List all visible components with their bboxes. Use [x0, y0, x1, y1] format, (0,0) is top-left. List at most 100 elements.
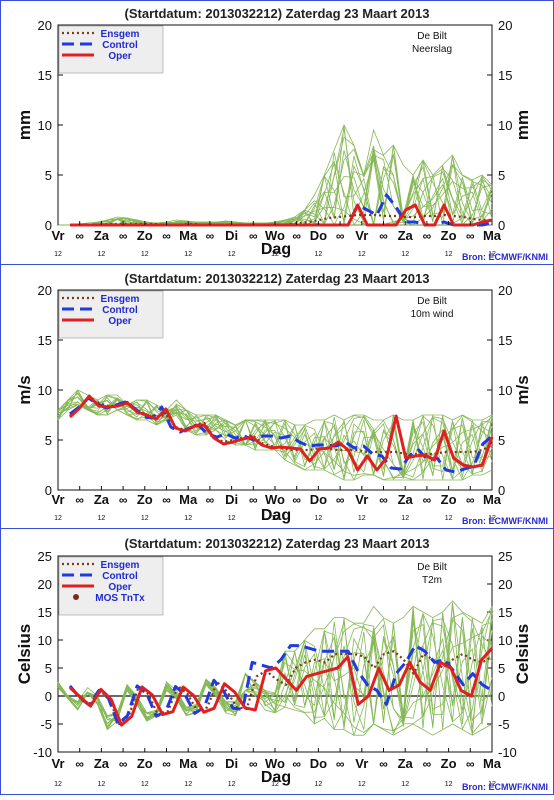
x-hour-label: 12: [315, 251, 323, 258]
legend-entry-label: MOS TnTx: [95, 593, 145, 604]
x-hour-label: 12: [98, 781, 106, 788]
x-tick-label: Ma: [179, 756, 198, 771]
x-tick-label: ∞: [466, 229, 475, 243]
x-hour-label: 12: [228, 251, 236, 258]
x-tick-label: Do: [310, 756, 327, 771]
x-hour-label: 12: [184, 251, 192, 258]
x-tick-label: Zo: [441, 228, 457, 243]
y-tick-label: 20: [498, 577, 512, 592]
y-axis-label: Celsius: [15, 624, 34, 684]
x-hour-label: 12: [141, 515, 149, 522]
y-axis-label-right: m/s: [513, 375, 532, 404]
x-hour-label: 12: [358, 515, 366, 522]
x-tick-label: Za: [94, 492, 110, 507]
series-line-oper: [70, 203, 493, 227]
x-hour-label: 12: [141, 251, 149, 258]
x-tick-label: Wo: [265, 492, 285, 507]
x-tick-label: Za: [398, 492, 414, 507]
y-tick-label: -10: [33, 745, 52, 760]
x-hour-label: 12: [488, 515, 496, 522]
y-tick-label: 10: [498, 383, 512, 398]
x-hour-label: 12: [445, 251, 453, 258]
y-tick-label: 15: [38, 68, 52, 83]
x-tick-label: ∞: [292, 229, 301, 243]
ensemble-max-line: [57, 389, 493, 426]
chart-panel-3: (Startdatum: 2013032212) Zaterdag 23 Maa…: [15, 536, 548, 792]
x-tick-label: ∞: [119, 757, 128, 771]
x-tick-label: ∞: [249, 757, 258, 771]
station-label: De Bilt: [417, 31, 447, 42]
y-tick-label: 5: [498, 433, 505, 448]
x-axis-days: Vr ∞ Za ∞ Zo ∞ Ma ∞ Di ∞ Wo ∞ Do ∞ Vr ∞ Za ∞ Zo ∞ Ma 12 12 12 12…: [51, 748, 502, 788]
source-credit: Bron: ECMWF/KNMI: [462, 782, 548, 792]
x-hour-label: 12: [184, 781, 192, 788]
y-tick-label: -5: [40, 717, 52, 732]
x-tick-label: Za: [94, 228, 110, 243]
y-axis-label-right: mm: [513, 110, 532, 140]
station-label: De Bilt: [417, 296, 447, 307]
y-tick-label: 0: [498, 483, 505, 498]
y-tick-label: 5: [498, 661, 505, 676]
x-axis-days: Vr ∞ Za ∞ Zo ∞ Ma ∞ Di ∞ Wo ∞ Do ∞ Vr ∞ Za ∞ Zo ∞ Ma 12 12 12 12…: [51, 221, 502, 258]
x-tick-label: Ma: [483, 228, 502, 243]
x-tick-label: ∞: [423, 493, 432, 507]
x-tick-label: Za: [94, 756, 110, 771]
y-tick-label: 25: [38, 549, 52, 564]
legend-entry-label: Ensgem: [101, 29, 140, 40]
x-tick-label: ∞: [379, 229, 388, 243]
legend-entry-label: Control: [102, 571, 138, 582]
legend-marker-mos: [73, 594, 79, 600]
x-axis-label: Dag: [261, 769, 291, 786]
x-tick-label: ∞: [292, 757, 301, 771]
x-tick-label: Ma: [179, 228, 198, 243]
legend-box: [58, 25, 164, 74]
x-tick-label: Vr: [51, 492, 64, 507]
y-tick-label: 5: [498, 168, 505, 183]
x-axis-days: Vr ∞ Za ∞ Zo ∞ Ma ∞ Di ∞ Wo ∞ Do ∞ Vr ∞ Za ∞ Zo ∞ Ma 12 12 12 12…: [51, 486, 502, 522]
x-axis-label: Dag: [261, 507, 291, 524]
x-hour-label: 12: [98, 515, 106, 522]
y-tick-label: 15: [498, 605, 512, 620]
chart-title: (Startdatum: 2013032212) Zaterdag 23 Maa…: [125, 271, 430, 286]
x-tick-label: ∞: [336, 229, 345, 243]
y-tick-label: 5: [45, 168, 52, 183]
x-tick-label: ∞: [206, 757, 215, 771]
x-hour-label: 12: [228, 515, 236, 522]
x-tick-label: ∞: [75, 493, 84, 507]
x-tick-label: ∞: [119, 493, 128, 507]
y-tick-label: 10: [38, 118, 52, 133]
x-hour-label: 12: [184, 515, 192, 522]
x-tick-label: Wo: [265, 228, 285, 243]
y-tick-label: 10: [38, 383, 52, 398]
x-hour-label: 12: [54, 251, 62, 258]
x-tick-label: Za: [398, 756, 414, 771]
x-tick-label: Vr: [51, 756, 64, 771]
x-tick-label: ∞: [75, 229, 84, 243]
x-hour-label: 12: [98, 251, 106, 258]
y-tick-label: 20: [38, 577, 52, 592]
chart-panel-2: (Startdatum: 2013032212) Zaterdag 23 Maa…: [15, 271, 548, 526]
series-line-oper: [68, 394, 494, 472]
x-tick-label: Di: [225, 228, 238, 243]
legend-entry-label: Oper: [108, 582, 131, 593]
x-tick-label: ∞: [379, 493, 388, 507]
y-tick-label: 15: [38, 333, 52, 348]
x-tick-label: Za: [398, 228, 414, 243]
ensemble-max-line: [57, 600, 493, 717]
legend-entry-label: Control: [102, 305, 138, 316]
x-tick-label: Di: [225, 492, 238, 507]
x-tick-label: ∞: [162, 493, 171, 507]
x-tick-label: ∞: [206, 229, 215, 243]
x-tick-label: Vr: [355, 756, 368, 771]
ensemble-min-line: [57, 404, 493, 481]
x-hour-label: 12: [445, 515, 453, 522]
x-tick-label: Zo: [137, 756, 153, 771]
chart-title: (Startdatum: 2013032212) Zaterdag 23 Maa…: [125, 6, 430, 21]
chart-panel-1: (Startdatum: 2013032212) Zaterdag 23 Maa…: [15, 6, 548, 262]
x-tick-label: Zo: [441, 492, 457, 507]
x-hour-label: 12: [401, 781, 409, 788]
x-tick-label: Wo: [265, 756, 285, 771]
x-tick-label: Vr: [355, 492, 368, 507]
x-tick-label: ∞: [75, 757, 84, 771]
